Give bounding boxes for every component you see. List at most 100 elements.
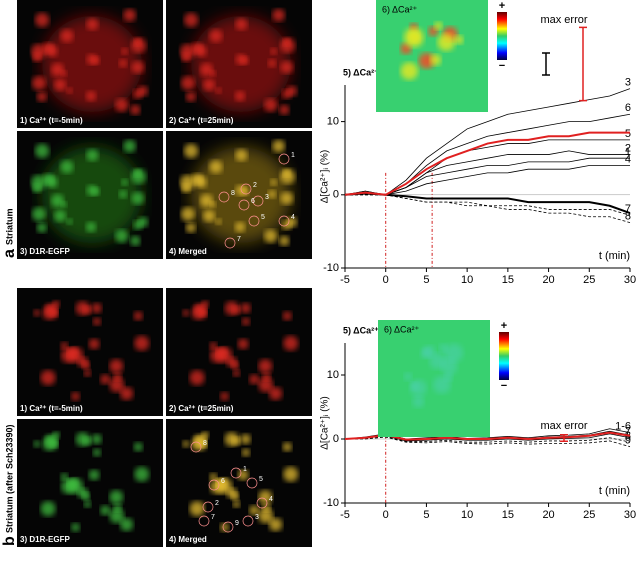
inset-blob — [400, 62, 419, 80]
cell-glow — [215, 87, 222, 94]
cell-glow — [201, 300, 209, 308]
cell-label: 3 — [255, 514, 259, 521]
cell-glow — [199, 63, 214, 77]
x-tick-label: 5 — [423, 509, 429, 521]
micrograph-signal — [179, 8, 298, 115]
cell-glow — [60, 70, 68, 77]
cell-glow — [264, 98, 278, 112]
cell-glow — [40, 501, 56, 517]
cell-glow — [203, 78, 216, 91]
cell-outline — [248, 215, 260, 227]
cell-glow — [91, 56, 100, 65]
cell-glow — [92, 317, 101, 326]
inset-blob — [403, 27, 424, 48]
cell-glow — [36, 91, 47, 102]
cell-glow — [282, 442, 292, 452]
cell-glow — [182, 440, 190, 448]
series-label: 1 — [625, 146, 631, 158]
colorbar-max: + — [499, 0, 505, 12]
side-label: b Striatum (after Sch23390) — [1, 424, 18, 546]
cell-outline — [222, 521, 234, 533]
cell-glow — [71, 392, 80, 401]
image-label: 3) D1R-EGFP — [20, 535, 70, 544]
cell-glow — [133, 169, 142, 178]
cell-glow — [50, 309, 59, 317]
cell-glow — [31, 207, 47, 222]
series-label: 3 — [625, 77, 631, 89]
cell-glow — [189, 370, 205, 386]
inset-blob — [444, 343, 464, 363]
cell-glow — [91, 187, 100, 196]
cell-glow — [224, 301, 239, 316]
x-tick-label: 20 — [542, 509, 554, 521]
series-line — [344, 157, 630, 196]
image-label: 2) Ca²⁺ (t=25min) — [169, 116, 234, 125]
inset-blob — [410, 381, 419, 391]
cell-glow — [209, 160, 223, 174]
cell-label: 2 — [253, 182, 257, 189]
cell-glow — [272, 139, 285, 153]
cell-glow — [226, 487, 238, 499]
cell-glow — [77, 487, 89, 499]
cell-outline — [230, 467, 242, 479]
cell-glow — [60, 473, 69, 481]
cell-glow — [179, 44, 195, 59]
cell-glow — [209, 342, 218, 350]
x-tick-label: 5 — [423, 274, 429, 286]
x-tick-label: -5 — [340, 274, 350, 286]
image-label: 4) Merged — [169, 247, 207, 256]
cell-glow — [118, 190, 128, 199]
cell-glow — [115, 229, 129, 243]
cell-glow — [30, 44, 46, 59]
cell-glow — [91, 433, 102, 445]
cell-glow — [86, 149, 99, 162]
cell-glow — [234, 221, 246, 233]
cell-glow — [86, 18, 99, 31]
cell-glow — [241, 317, 250, 326]
cell-outline — [190, 441, 202, 453]
cell-glow — [66, 87, 73, 94]
x-axis-label: t (min) — [599, 250, 630, 262]
x-tick-label: 30 — [624, 274, 636, 286]
cell-glow — [283, 466, 299, 482]
error-bar — [579, 26, 587, 102]
cell-glow — [134, 335, 150, 351]
cell-label: 5 — [261, 214, 265, 221]
cell-glow — [109, 508, 125, 524]
x-tick-label: 25 — [583, 509, 595, 521]
cell-glow — [180, 76, 196, 91]
cell-label: 7 — [211, 514, 215, 521]
cell-glow — [280, 60, 294, 74]
cell-glow — [282, 38, 291, 47]
cell-glow — [220, 523, 229, 532]
x-tick-label: -5 — [340, 509, 350, 521]
inset-blob — [412, 395, 425, 408]
cell-glow — [183, 12, 199, 28]
cell-outline — [218, 191, 230, 203]
cell-label: 5 — [259, 476, 263, 483]
cell-glow — [269, 386, 283, 401]
cell-glow — [235, 149, 248, 162]
cell-outline — [224, 237, 236, 249]
y-axis-label: Δ[Ca²⁺]ᵢ (%) — [320, 150, 331, 204]
cell-label: 9 — [235, 520, 239, 527]
cell-glow — [279, 235, 290, 246]
image-label: 1) Ca²⁺ (t=-5min) — [20, 116, 83, 125]
inset-blob — [429, 54, 442, 66]
cell-glow — [130, 104, 141, 115]
x-tick-label: 0 — [383, 509, 389, 521]
cell-glow — [60, 160, 74, 174]
cell-glow — [262, 372, 271, 382]
cell-glow — [269, 517, 283, 532]
series-line — [344, 139, 630, 196]
cell-glow — [131, 60, 145, 74]
x-tick-label: 15 — [502, 509, 514, 521]
cell-glow — [201, 431, 209, 439]
cell-glow — [30, 175, 46, 190]
cell-glow — [118, 59, 128, 68]
cell-glow — [232, 369, 240, 377]
x-tick-label: 10 — [461, 509, 473, 521]
cell-glow — [75, 301, 90, 316]
cell-label: 8 — [203, 440, 207, 447]
